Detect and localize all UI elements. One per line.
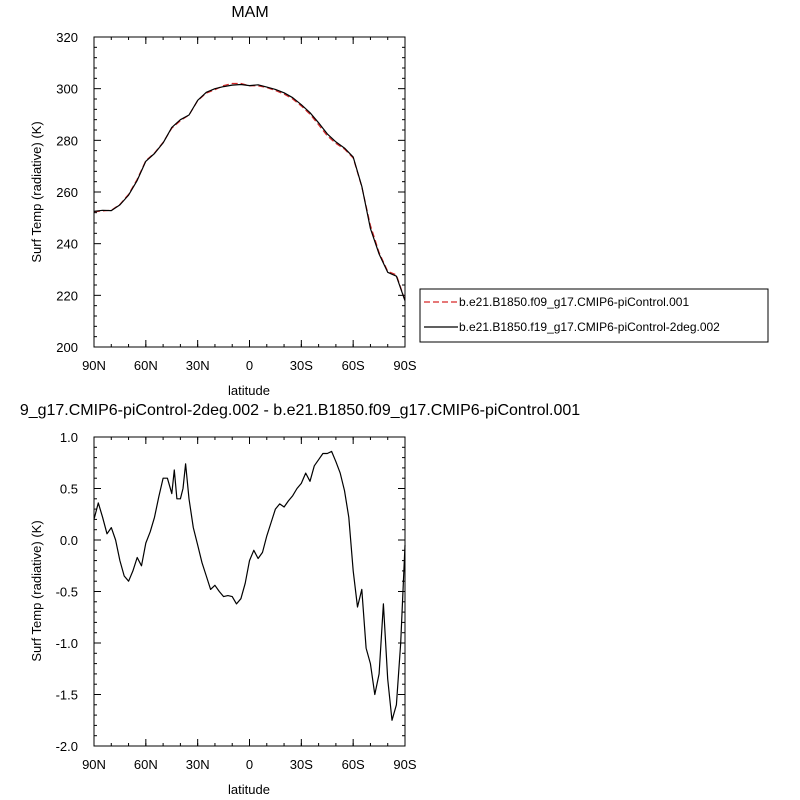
bottom-panel-xlabel: latitude — [228, 782, 270, 797]
legend-box — [419, 288, 769, 343]
x-tick-label: 90N — [82, 757, 106, 772]
x-tick-label: 90N — [82, 358, 106, 373]
top-panel-marks — [93, 82, 406, 301]
y-tick-label: -1.0 — [56, 636, 78, 651]
x-tick-label: 30N — [186, 757, 210, 772]
y-tick-label: -0.5 — [56, 585, 78, 600]
x-tick-label: 60S — [342, 757, 365, 772]
top-panel: MAM 90N 60N 30N 0 30S 60S 90S 200 220 240 260 280 30… — [29, 4, 417, 398]
bottom-panel-title: 9_g17.CMIP6-piControl-2deg.002 - b.e21.B… — [20, 402, 580, 419]
bottom-panel-ticks: 90N 60N 30N 0 30S 60S 90S -2.0 -1.5 -1.0 -0.5 0.0 0.… — [56, 430, 417, 772]
y-tick-label: 320 — [56, 30, 78, 45]
x-tick-label: 60S — [342, 358, 365, 373]
legend-label-series-0: b.e21.B1850.f09_g17.CMIP6-piControl.001 — [459, 295, 689, 309]
y-tick-label: -1.5 — [56, 688, 78, 703]
x-tick-label: 0 — [246, 358, 253, 373]
y-tick-label: 280 — [56, 133, 78, 148]
x-tick-label: 30N — [186, 358, 210, 373]
bottom-panel: 9_g17.CMIP6-piControl-2deg.002 - b.e21.B… — [20, 402, 580, 797]
bottom-panel-marks — [93, 450, 406, 721]
x-tick-label: 30S — [290, 358, 313, 373]
x-tick-label: 0 — [246, 757, 253, 772]
y-tick-label: -2.0 — [56, 739, 78, 754]
x-tick-label: 90S — [393, 358, 416, 373]
series-line-1 — [93, 83, 406, 301]
x-tick-label: 90S — [393, 757, 416, 772]
top-panel-xlabel: latitude — [228, 383, 270, 398]
y-tick-label: 300 — [56, 82, 78, 97]
bottom-panel-ylabel: Surf Temp (radiative) (K) — [29, 520, 44, 661]
y-tick-label: 0.5 — [60, 482, 78, 497]
y-tick-label: 240 — [56, 237, 78, 252]
top-panel-ticks: 90N 60N 30N 0 30S 60S 90S 200 220 240 260 280 300 320 — [56, 30, 417, 373]
y-tick-label: 260 — [56, 185, 78, 200]
legend-label-series-1: b.e21.B1850.f19_g17.CMIP6-piControl-2deg… — [459, 320, 720, 334]
x-tick-label: 60N — [134, 757, 158, 772]
top-panel-ylabel: Surf Temp (radiative) (K) — [29, 121, 44, 262]
series-line-0 — [93, 450, 406, 721]
y-tick-label: 220 — [56, 288, 78, 303]
x-tick-label: 30S — [290, 757, 313, 772]
x-tick-label: 60N — [134, 358, 158, 373]
top-panel-title: MAM — [231, 4, 268, 21]
legend: b.e21.B1850.f09_g17.CMIP6-piControl.001 … — [419, 288, 769, 343]
y-tick-label: 0.0 — [60, 533, 78, 548]
y-tick-label: 200 — [56, 340, 78, 355]
y-tick-label: 1.0 — [60, 430, 78, 445]
